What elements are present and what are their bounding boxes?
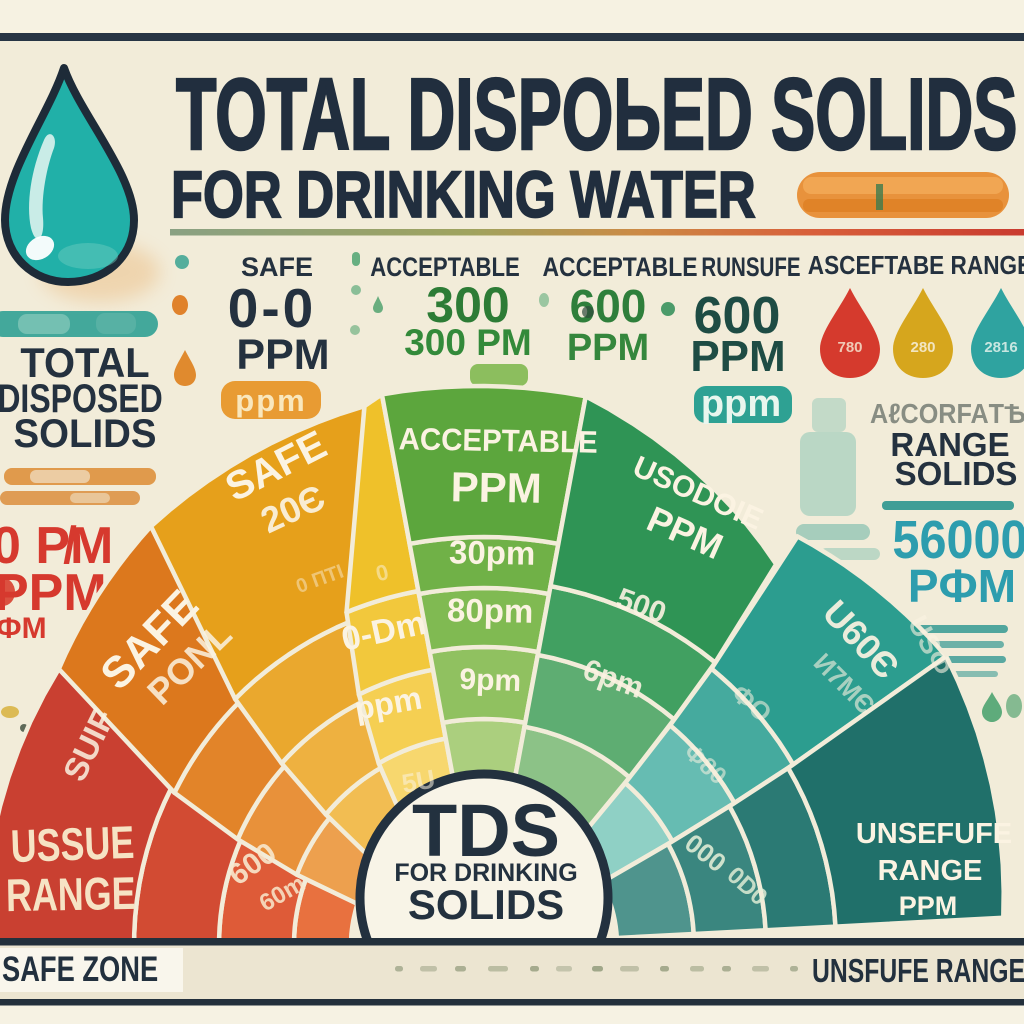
svg-text:600: 600	[694, 287, 781, 345]
svg-text:FOR DRINKING WATER: FOR DRINKING WATER	[171, 157, 756, 231]
svg-text:AℓCORFAТѢ: AℓCORFAТѢ	[870, 398, 1024, 430]
svg-text:DISPOSED: DISPOSED	[0, 376, 163, 421]
svg-text:TOTAL: TOTAL	[20, 339, 149, 386]
svg-text:USSUE: USSUE	[10, 817, 135, 873]
svg-text:80pm: 80pm	[447, 591, 534, 629]
svg-text:0: 0	[373, 559, 391, 586]
svg-text:ACCEPTABLE: ACCEPTABLE	[370, 253, 520, 283]
svg-text:RANGE: RANGE	[878, 855, 983, 887]
svg-text:56000: 56000	[892, 509, 1024, 570]
svg-text:SOLIDS: SOLIDS	[895, 455, 1018, 492]
svg-text:PPM: PPM	[690, 332, 785, 381]
svg-text:PPM: PPM	[899, 891, 958, 921]
svg-text:0-0: 0-0	[228, 277, 317, 339]
svg-text:ppm: ppm	[701, 383, 781, 425]
svg-text:TOTAL DISPOЬED SOLIDS: TOTAL DISPOЬED SOLIDS	[176, 59, 1017, 171]
svg-text:780: 780	[837, 339, 862, 356]
svg-text:600: 600	[570, 280, 647, 332]
svg-text:ACCEPTABLE: ACCEPTABLE	[398, 423, 598, 460]
svg-text:UNSEFUFE: UNSEFUFE	[856, 818, 1012, 850]
svg-text:ACCEPTABLE: ACCEPTABLE	[542, 252, 697, 282]
svg-text:PФM: PФM	[908, 560, 1016, 612]
svg-text:2816: 2816	[984, 339, 1017, 356]
svg-text:ASCEFTABE RANGE: ASCEFTABE RANGE	[808, 252, 1024, 281]
svg-text:ppm: ppm	[235, 383, 306, 418]
svg-text:9pm: 9pm	[459, 663, 522, 698]
svg-text:RUNSUFE: RUNSUFE	[701, 252, 800, 282]
svg-text:SOLIDS: SOLIDS	[14, 412, 157, 456]
svg-text:5U: 5U	[399, 763, 437, 798]
svg-text:UNSFUFE RANGE: UNSFUFE RANGE	[812, 954, 1024, 990]
svg-text:PPM: PPM	[567, 327, 649, 369]
svg-text:300 PM: 300 PM	[404, 322, 532, 363]
svg-text:SAFE: SAFE	[241, 252, 313, 282]
svg-text:FOR DRINKING: FOR DRINKING	[394, 859, 577, 887]
svg-text:RANGE: RANGE	[6, 868, 136, 922]
svg-text:300: 300	[426, 277, 509, 333]
svg-text:TDS: TDS	[412, 789, 560, 872]
svg-text:SAFE ZONE: SAFE ZONE	[2, 950, 158, 989]
svg-text:PPM: PPM	[450, 463, 542, 512]
svg-text:280: 280	[910, 339, 935, 356]
svg-text:ФM: ФM	[0, 612, 47, 645]
svg-text:RANGE: RANGE	[890, 426, 1009, 463]
svg-text:30pm: 30pm	[449, 533, 536, 571]
svg-text:0 P̸M: 0 P̸M	[0, 517, 113, 575]
svg-text:SOLIDS: SOLIDS	[408, 881, 564, 928]
svg-text:PPM: PPM	[236, 331, 329, 379]
